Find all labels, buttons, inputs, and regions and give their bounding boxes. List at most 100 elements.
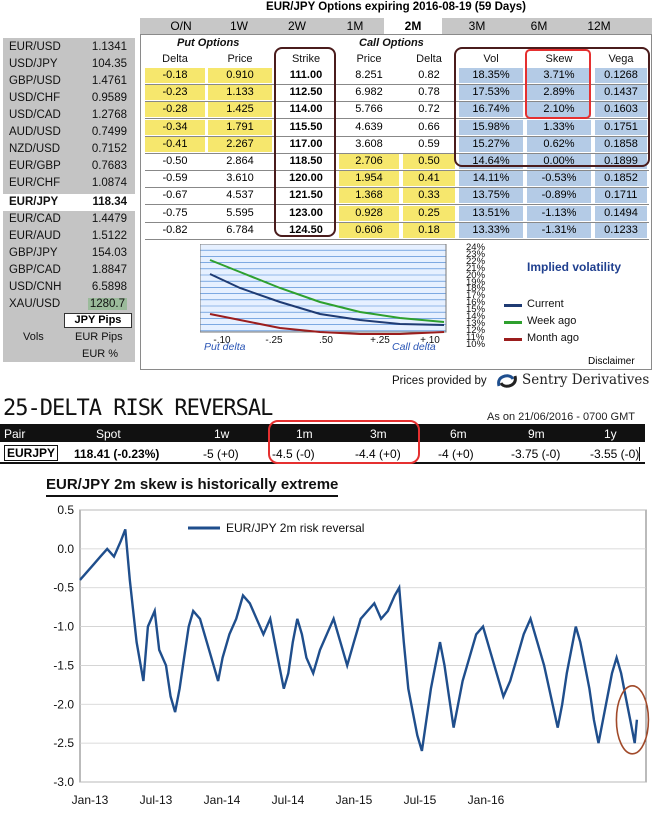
- week-ago-line: [209, 259, 445, 323]
- pair-row-eurusd[interactable]: EUR/USD 1.1341: [3, 39, 135, 56]
- pair-name: GBP/USD: [9, 75, 61, 87]
- cell-vega: 0.1858: [595, 136, 647, 152]
- cell-call-price[interactable]: 1.368: [339, 188, 399, 204]
- mini-x-tick: .50: [319, 335, 333, 346]
- big-x-tick: Jul-14: [272, 793, 305, 807]
- mini-y-tick: 17%: [466, 290, 486, 302]
- mini-x-tick: -.10: [213, 335, 231, 346]
- cell-put-price[interactable]: 6.784: [208, 222, 272, 238]
- mini-x-tick: +.10: [420, 335, 440, 346]
- rr-cell-pair: EURJPY: [4, 445, 59, 461]
- cell-call-price[interactable]: 1.954: [339, 171, 399, 187]
- cell-call-price[interactable]: 2.706: [339, 154, 399, 169]
- cell-call-price[interactable]: 3.608: [339, 136, 399, 152]
- pair-price: 154.03: [91, 247, 127, 259]
- pair-price: 1.4479: [91, 213, 127, 225]
- pair-name: USD/CNH: [9, 281, 62, 293]
- pair-row-eurjpy[interactable]: EUR/JPY 118.34: [3, 194, 135, 211]
- cell-skew: -1.31%: [527, 222, 591, 238]
- eur-pct-option[interactable]: EUR %: [82, 348, 119, 360]
- row-divider: [145, 204, 649, 206]
- cell-vega: 0.1494: [595, 205, 647, 221]
- cell-vol: 16.74%: [459, 102, 523, 118]
- pair-row-usdcnh[interactable]: USD/CNH 6.5898: [3, 279, 135, 296]
- big-x-tick: Jan-13: [72, 793, 109, 807]
- tab-on[interactable]: O/N: [170, 19, 192, 33]
- pair-row-gbpcad[interactable]: GBP/CAD 1.8847: [3, 262, 135, 279]
- tab-2m[interactable]: 2M: [384, 18, 442, 34]
- pair-name: XAU/USD: [9, 298, 61, 310]
- cell-put-price[interactable]: 4.537: [208, 188, 272, 204]
- tab-12m[interactable]: 12M: [587, 19, 611, 33]
- cell-call-price[interactable]: 4.639: [339, 119, 399, 135]
- rr-data-row: EURJPY 118.41 (-0.23%) -5 (+0) -4.5 (-0) -4.…: [0, 444, 645, 461]
- pair-row-gbpjpy[interactable]: GBP/JPY 154.03: [3, 245, 135, 262]
- eur-pips-option[interactable]: EUR Pips: [75, 331, 123, 343]
- pair-row-eurgbp[interactable]: EUR/GBP 0.7683: [3, 158, 135, 175]
- cell-call-delta: 0.82: [403, 68, 455, 83]
- pair-row-audusd[interactable]: AUD/USD 0.7499: [3, 124, 135, 141]
- tab-2w[interactable]: 2W: [288, 19, 306, 33]
- mini-y-tick: 10%: [466, 338, 486, 350]
- cell-put-price[interactable]: 2.864: [208, 154, 272, 169]
- currency-pair-list: EUR/USD 1.1341 USD/JPY 104.35 GBP/USD 1.4761 U…: [3, 38, 135, 362]
- cell-put-price[interactable]: 0.910: [208, 68, 272, 83]
- big-y-tick: 0.5: [57, 503, 74, 517]
- row-divider: [145, 101, 649, 103]
- cell-call-price[interactable]: 0.606: [339, 222, 399, 238]
- cell-call-price[interactable]: 8.251: [339, 68, 399, 83]
- pair-row-euraud[interactable]: EUR/AUD 1.5122: [3, 228, 135, 245]
- cell-put-price[interactable]: 1.425: [208, 102, 272, 118]
- cell-put-price[interactable]: 5.595: [208, 205, 272, 221]
- big-y-tick: -2.5: [53, 736, 74, 750]
- rr-cell-1m: -4.5 (-0): [272, 447, 315, 461]
- cell-vol: 15.98%: [459, 119, 523, 135]
- cell-put-price[interactable]: 3.610: [208, 171, 272, 187]
- pair-price: 1.1341: [91, 41, 127, 53]
- row-divider: [145, 135, 649, 137]
- pair-row-gbpusd[interactable]: GBP/USD 1.4761: [3, 73, 135, 90]
- mini-y-tick: 20%: [466, 269, 486, 281]
- cell-call-price[interactable]: 5.766: [339, 102, 399, 118]
- tab-3m[interactable]: 3M: [468, 19, 486, 33]
- cell-strike: 121.50: [278, 188, 334, 204]
- rr-header-1w: 1w: [214, 427, 230, 441]
- col-header-put-delta: Delta: [162, 53, 188, 65]
- cell-skew: 2.10%: [527, 102, 591, 118]
- cell-call-price[interactable]: 6.982: [339, 85, 399, 101]
- tab-1w[interactable]: 1W: [230, 19, 248, 33]
- month-ago-line: [209, 313, 445, 335]
- disclaimer-link[interactable]: Disclaimer: [588, 356, 635, 367]
- tab-6m[interactable]: 6M: [530, 19, 548, 33]
- pair-name: USD/JPY: [9, 58, 58, 70]
- cell-put-price[interactable]: 1.791: [208, 119, 272, 135]
- cell-put-price[interactable]: 1.133: [208, 85, 272, 101]
- pair-price: 1.5122: [91, 230, 127, 242]
- cell-skew: -0.53%: [527, 171, 591, 187]
- pips-toggle-button[interactable]: JPY Pips: [64, 313, 132, 328]
- pair-price: 0.7499: [91, 126, 127, 138]
- pair-row-nzdusd[interactable]: NZD/USD 0.7152: [3, 141, 135, 158]
- current-line: [209, 273, 445, 326]
- row-divider: [145, 152, 649, 154]
- tab-1m[interactable]: 1M: [346, 19, 364, 33]
- tenor-tabs: O/N 1W 2W 1M 2M 3M 6M 12M: [140, 18, 652, 34]
- pair-row-eurchf[interactable]: EUR/CHF 1.0874: [3, 175, 135, 192]
- rr-cell-1w: -5 (+0): [203, 447, 239, 461]
- cell-call-delta: 0.41: [403, 171, 455, 187]
- cell-call-price[interactable]: 0.928: [339, 205, 399, 221]
- row-divider: [145, 118, 649, 120]
- call-options-header: Call Options: [359, 37, 424, 49]
- big-y-tick: -2.0: [53, 697, 74, 711]
- pair-row-eurcad[interactable]: EUR/CAD 1.4479: [3, 211, 135, 228]
- implied-vol-chart: -.10 -.25 .50 +.25 +.10 Put delta Call delta: [199, 243, 460, 353]
- pair-row-usdchf[interactable]: USD/CHF 0.9589: [3, 90, 135, 107]
- rr-title: 25-DELTA RISK REVERSAL: [3, 396, 273, 421]
- pair-row-xauusd[interactable]: XAU/USD 1280.7: [3, 296, 135, 313]
- legend-week-swatch: [504, 321, 522, 324]
- cell-put-price[interactable]: 2.267: [208, 136, 272, 152]
- rr-as-of: As on 21/06/2016 - 0700 GMT: [487, 411, 635, 423]
- col-header-call-price: Price: [356, 53, 382, 65]
- pair-row-usdcad[interactable]: USD/CAD 1.2768: [3, 107, 135, 124]
- pair-row-usdjpy[interactable]: USD/JPY 104.35: [3, 56, 135, 73]
